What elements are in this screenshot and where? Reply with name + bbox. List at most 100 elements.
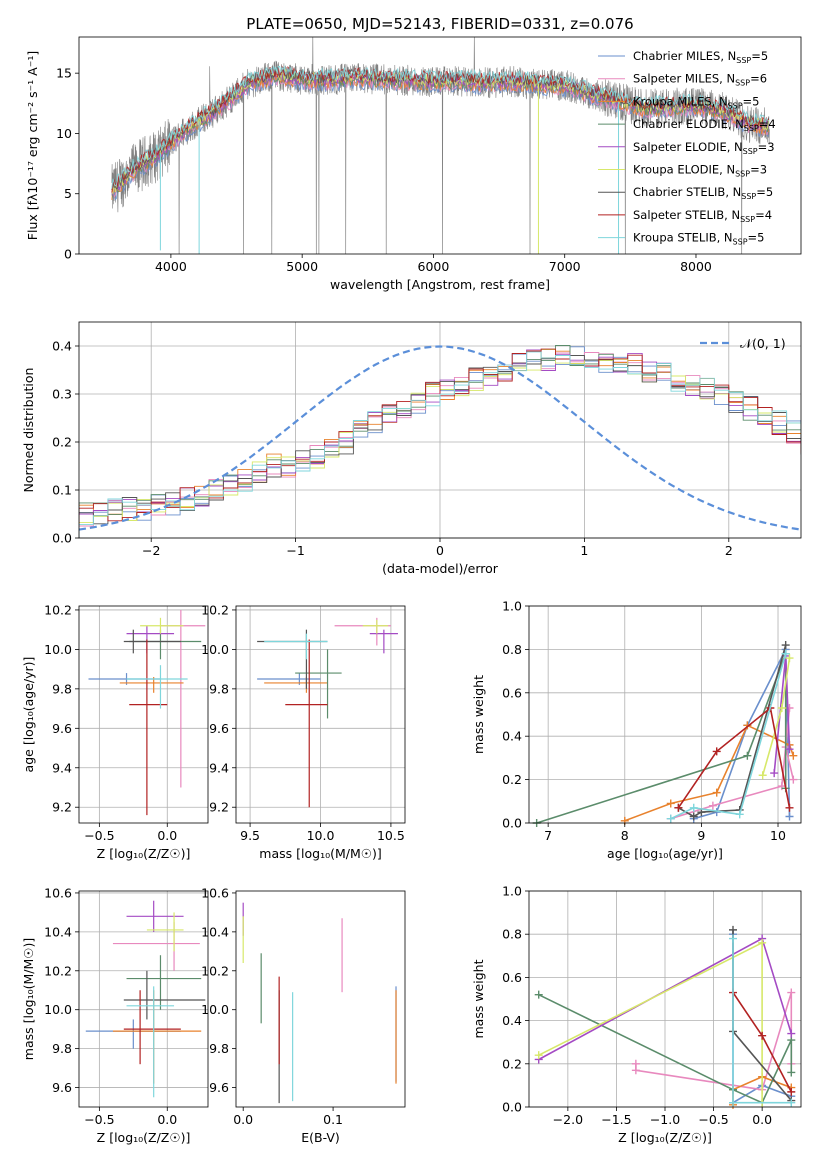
weight-series-9 [666, 649, 790, 823]
data-point-9 [126, 986, 175, 1098]
x-tick-label: −1.0 [650, 1112, 680, 1127]
legend-label: Kroupa ELODIE, NSSP=3 [633, 163, 767, 179]
data-point-4 [126, 955, 202, 1010]
x-tick-label: 9 [697, 828, 705, 843]
axes: −2 −1 0 1 2 0.0 0.1 0.2 0.3 0.4 (data-model)/error… [21, 321, 802, 576]
series-marker [631, 1066, 640, 1075]
y-tick-label: 0.6 [502, 970, 522, 985]
x-tick-label: 0.0 [157, 1112, 177, 1127]
series-marker [689, 803, 698, 812]
series-marker [534, 990, 543, 999]
plot-area [79, 345, 801, 538]
legend-entry-1: Chabrier MILES, NSSP=5 [598, 49, 768, 65]
y-tick-label: 9.4 [209, 760, 229, 775]
x-tick-label: −0.5 [84, 1112, 114, 1127]
x-tick-label: 0.0 [233, 1112, 253, 1127]
grid-lines [79, 891, 208, 1107]
residual-histogram-9 [79, 351, 801, 538]
weight-series-4 [532, 649, 790, 827]
axes: −0.5 0.0 9.2 9.4 9.6 9.8 10.0 10.2 Z [log₁₀(Z/Z☉… [21, 602, 209, 861]
series-line [670, 653, 787, 820]
x-axis-label: mass [log₁₀(M/M☉)] [259, 846, 381, 861]
model-spectrum-9 [111, 65, 769, 189]
legend-entry-8: Salpeter STELIB, NSSP=4 [598, 208, 772, 224]
weight-vs-age-panel: 7 8 9 10 0.0 0.2 0.4 0.6 0.8 1.0 age [log₁₀(age/yr… [471, 599, 802, 861]
x-tick-label: −1.5 [601, 1112, 631, 1127]
y-tick-label: 9.6 [209, 1080, 229, 1095]
data-point-9 [264, 633, 328, 660]
legend-label: Chabrier ELODIE, NSSP=4 [633, 117, 776, 133]
y-tick-label: 9.8 [209, 1041, 229, 1056]
y-tick-label: 10.0 [44, 1002, 72, 1017]
series-marker [729, 925, 737, 934]
y-tick-label: 1.0 [502, 599, 522, 614]
axes: 0.0 0.1 9.6 9.8 10.0 10.2 10.4 10.6 E(B-V) [201, 885, 406, 1145]
axes: 9.5 10.0 10.5 9.2 9.4 9.6 9.8 10.0 10.2 mass [log… [201, 602, 406, 861]
data-point-9 [126, 665, 188, 709]
axes-frame [78, 890, 209, 1108]
legend-count: =5 [748, 231, 765, 245]
y-tick-label: 0.4 [502, 1013, 522, 1028]
y-tick-label: 10.6 [44, 885, 72, 900]
axes-frame [528, 605, 802, 824]
y-axis-label: Flux [fλ10⁻¹⁷ erg cm⁻² s⁻¹ A⁻¹] [25, 51, 40, 240]
legend-label: Chabrier MILES, NSSP=5 [633, 49, 768, 65]
legend-entry-5: Salpeter ELODIE, NSSP=3 [598, 140, 775, 156]
x-tick-label: 10 [770, 828, 786, 843]
data-point-8 [285, 639, 328, 808]
y-tick-label: 10 [56, 126, 72, 141]
y-tick-label: 0.4 [502, 729, 522, 744]
legend-subscript: SSP [728, 101, 743, 110]
axes-frame [78, 605, 209, 824]
x-tick-label: −0.5 [698, 1112, 728, 1127]
legend-label: Kroupa MILES, NSSP=5 [633, 94, 759, 110]
y-tick-label: 0.3 [52, 387, 72, 402]
data-point-6 [140, 617, 184, 634]
x-tick-label: 0.1 [323, 1112, 343, 1127]
series-marker [689, 812, 698, 821]
y-tick-label: 10.4 [201, 924, 229, 939]
data-point-7 [123, 970, 206, 1020]
weight-vs-metallicity-panel: −2.0 −1.5 −1.0 −0.5 0.0 0.0 0.2 0.4 0.6 0.8 1.0 Z [… [471, 884, 802, 1145]
legend-count: =5 [756, 185, 773, 199]
x-tick-label: 10.0 [307, 828, 335, 843]
y-tick-label: 0.2 [52, 435, 72, 450]
x-axis-label: E(B-V) [301, 1130, 340, 1145]
series-marker [781, 649, 790, 658]
series-marker [785, 812, 794, 821]
y-tick-label: 0.0 [502, 816, 522, 831]
series-marker [785, 745, 794, 754]
series-marker [787, 1068, 796, 1077]
x-tick-label: 6000 [418, 259, 450, 274]
y-tick-label: 0.8 [502, 927, 522, 942]
y-tick-label: 10.0 [201, 642, 229, 657]
x-axis-label: age [log₁₀(age/yr)] [607, 846, 723, 861]
legend-label: Salpeter ELODIE, NSSP=3 [633, 140, 775, 156]
grid-lines [79, 606, 208, 823]
weight-series-6 [758, 654, 794, 780]
y-axis-label: mass weight [471, 675, 486, 754]
normal-curve [79, 345, 801, 531]
y-tick-label: 1.0 [502, 884, 522, 899]
series-marker [785, 803, 794, 812]
series-line [677, 706, 791, 809]
x-axis-label: (data-model)/error [382, 561, 499, 576]
legend-count: =5 [743, 94, 760, 108]
model-spectrum-7 [111, 66, 770, 191]
plot-area [534, 925, 796, 1109]
series-marker [787, 988, 796, 997]
weight-series-9 [729, 934, 796, 1107]
y-tick-label: 9.8 [52, 681, 72, 696]
axes: 4000 5000 6000 7000 8000 0 5 10 15 wavelength [An… [25, 36, 802, 292]
legend-subscript: SSP [735, 170, 750, 179]
x-tick-label: −1 [286, 543, 304, 558]
legend-label: 𝒩(0, 1) [740, 336, 786, 351]
x-axis-label: Z [log₁₀(Z/Z☉)] [97, 846, 191, 861]
data-point-8 [129, 639, 168, 816]
legend-subscript: SSP [744, 124, 759, 133]
data-point-6 [362, 619, 389, 634]
x-axis-label: wavelength [Angstrom, rest frame] [330, 277, 550, 292]
y-tick-label: 9.8 [52, 1041, 72, 1056]
y-tick-label: 0.1 [52, 483, 72, 498]
y-tick-label: 9.6 [52, 721, 72, 736]
